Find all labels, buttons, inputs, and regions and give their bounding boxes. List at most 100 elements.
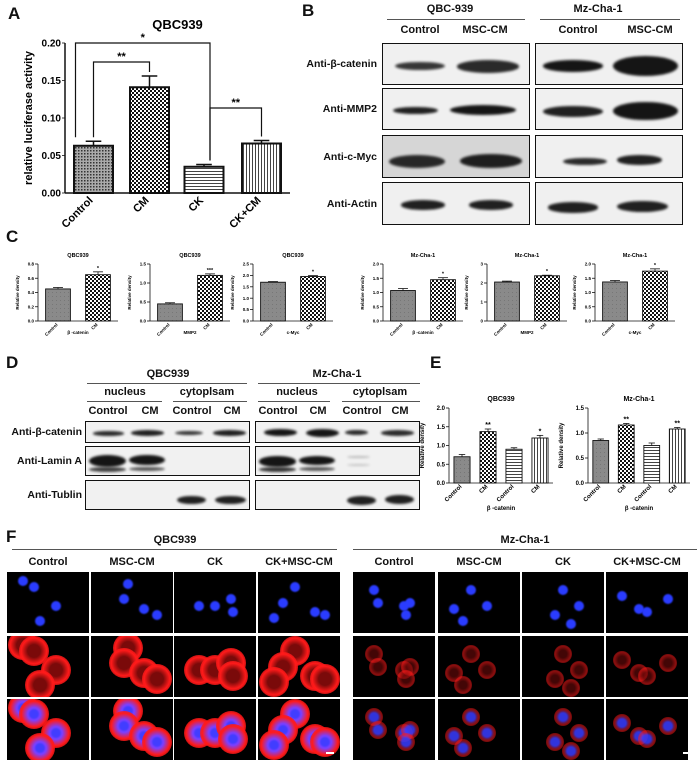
nucleus <box>193 727 204 738</box>
fraction-header: nucleus <box>104 386 146 398</box>
y-tick-label: 0.5 <box>373 304 380 309</box>
y-tick-label: 2.5 <box>243 262 250 267</box>
antibody-label: Anti-Lamin A <box>17 455 82 467</box>
beta-catenin-image <box>258 636 340 697</box>
y-axis-label: Relative density <box>572 275 577 310</box>
column-label: CK <box>207 556 223 568</box>
y-tick-label: 0.5 <box>140 300 147 305</box>
bar <box>45 288 71 322</box>
lane-label: Control <box>172 405 212 417</box>
x-tick-label: CM <box>647 322 656 331</box>
x-tick-label: Control <box>259 322 274 337</box>
merge-image <box>438 699 520 760</box>
dapi-image <box>522 572 604 633</box>
significance-label: *** <box>207 268 214 274</box>
cell <box>562 678 581 697</box>
group-underline <box>87 383 247 384</box>
x-tick-label: CM <box>131 195 152 216</box>
x-tick-label: Control <box>44 322 59 337</box>
protein-band <box>345 430 369 436</box>
protein-band <box>617 201 668 213</box>
bar <box>183 165 225 194</box>
fraction-underline <box>258 401 330 402</box>
group-underline <box>353 549 697 550</box>
column-label: CK+MSC-CM <box>613 556 681 568</box>
bar <box>430 279 456 322</box>
nucleus <box>617 591 628 602</box>
y-axis-label: Relative density <box>559 422 565 468</box>
bar <box>531 437 549 484</box>
column-label: CK+MSC-CM <box>265 556 333 568</box>
panel-label-d: D <box>6 353 19 372</box>
bar <box>390 290 416 322</box>
x-tick-label: Control <box>156 322 171 337</box>
fraction-header: nucleus <box>276 386 318 398</box>
lane-label: CM <box>309 405 327 417</box>
y-tick-label: 1.5 <box>243 284 250 289</box>
protein-band <box>617 155 662 165</box>
merge-image <box>353 699 435 760</box>
x-tick-label: Control <box>493 322 508 337</box>
y-tick-label: 1 <box>480 300 483 305</box>
x-axis-label: β -catenin <box>487 506 516 512</box>
y-tick-label: 1.5 <box>585 276 592 281</box>
protein-band <box>346 496 377 505</box>
panel-label-c: C <box>6 227 19 246</box>
lane-label: Control <box>258 405 298 417</box>
protein-band <box>388 155 446 169</box>
significance-bracket <box>74 42 211 161</box>
chart-title: QBC939 <box>67 253 88 259</box>
protein-band <box>449 104 517 116</box>
nucleus <box>405 597 416 608</box>
lane-label: CM <box>141 405 159 417</box>
nucleus <box>122 706 133 717</box>
antibody-label: Anti-c-Myc <box>323 150 377 163</box>
nucleus <box>566 745 577 756</box>
x-tick-label: Control <box>583 484 603 504</box>
nucleus <box>228 733 239 744</box>
nucleus <box>372 724 383 735</box>
chart-title: QBC939 <box>152 17 203 32</box>
beta-catenin-image <box>606 636 688 697</box>
panel-label-e: E <box>430 353 442 372</box>
bar <box>197 274 223 322</box>
nucleus <box>51 727 62 738</box>
blot-panel <box>255 421 420 443</box>
x-tick-label: CM <box>531 484 542 495</box>
y-tick-label: 0 <box>480 319 483 324</box>
nucleus <box>558 712 568 723</box>
nucleus <box>118 721 129 732</box>
fraction-underline <box>173 401 247 402</box>
protein-band <box>381 430 415 437</box>
x-axis-label: c-Myc <box>287 330 300 335</box>
nucleus <box>277 724 288 735</box>
y-tick-label: 0.0 <box>243 319 250 324</box>
x-tick-label: CM <box>435 322 444 331</box>
protein-band <box>89 454 126 467</box>
protein-band <box>175 431 204 436</box>
fraction-underline <box>87 401 162 402</box>
lane-label: Control <box>400 24 440 36</box>
y-tick-label: 1.0 <box>585 290 592 295</box>
y-axis-label: Relative density <box>127 275 132 310</box>
bar <box>505 448 523 484</box>
x-axis-label: β -catenin <box>67 330 89 335</box>
y-tick-label: 2.0 <box>437 406 446 412</box>
lane-label: CM <box>223 405 241 417</box>
column-label: CK <box>555 556 571 568</box>
bar <box>129 86 170 194</box>
column-label: Control <box>374 556 414 568</box>
chart-title: Mz-Cha-1 <box>623 253 647 259</box>
significance-label: * <box>312 270 315 276</box>
y-tick-label: 0.10 <box>42 114 62 125</box>
nucleus <box>642 733 652 744</box>
y-axis-label: Relative density <box>464 275 469 310</box>
protein-band <box>543 105 603 117</box>
nucleus <box>398 600 409 611</box>
blot-panel <box>382 182 530 225</box>
x-axis-label: β -catenin <box>412 330 434 335</box>
panel-label-f: F <box>6 527 17 546</box>
nucleus <box>549 609 560 620</box>
nucleus <box>465 585 476 596</box>
